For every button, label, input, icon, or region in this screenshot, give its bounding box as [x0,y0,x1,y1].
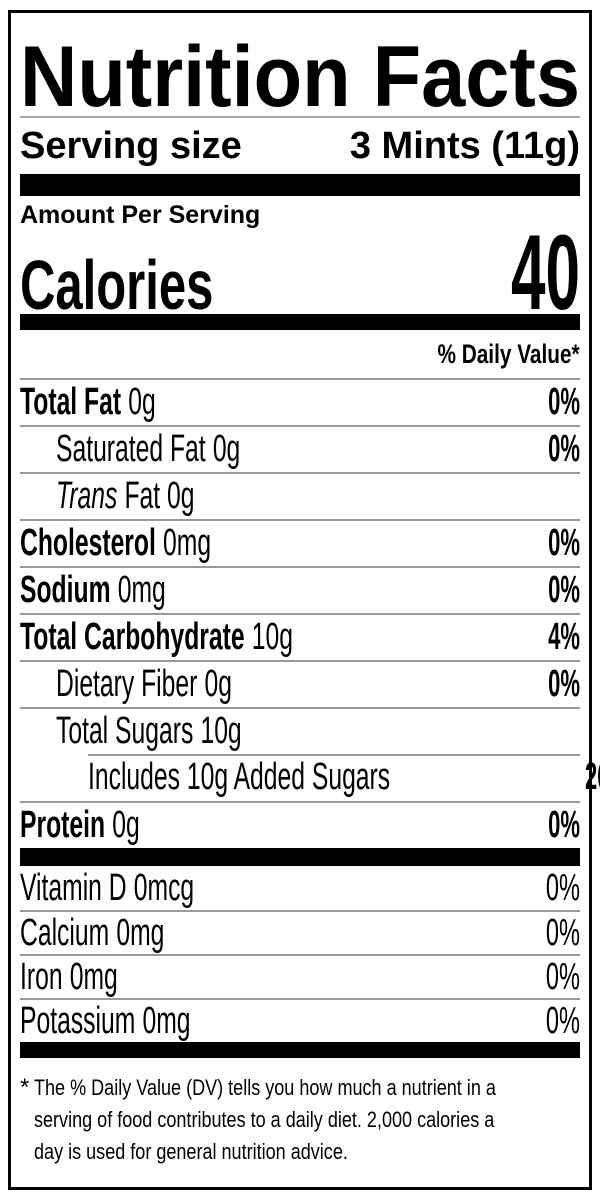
nutrient-amount: 0g [128,381,156,423]
nutrient-name-group: Dietary Fiber 0g [56,663,232,706]
vitamin-row: Vitamin D 0mcg 0% [20,866,580,910]
nutrient-name-group: Total Carbohydrate 10g [20,616,293,659]
nutrient-row: Sodium 0mg 0% [20,566,580,613]
thick-bar-footnote [20,1042,580,1058]
daily-value-header-row: % Daily Value* [20,330,580,378]
footnote-line: serving of food contributes to a daily d… [34,1107,495,1132]
nutrient-name-group: Sodium 0mg [20,569,166,612]
label-title: Nutrition Facts [20,13,580,116]
nutrient-daily-value: 4% [548,616,580,658]
nutrient-row: Saturated Fat 0g 0% [20,425,580,472]
thick-bar-vitamins [20,848,580,866]
nutrient-row: Trans Fat 0g [20,472,580,519]
nutrient-daily-value: 0% [548,804,580,846]
serving-size-label: Serving size [20,124,242,167]
footnote-text: The % Daily Value (DV) tells you how muc… [34,1072,496,1168]
daily-value-header: % Daily Value* [437,338,580,369]
vitamin-name-group: Calcium 0mg [20,912,164,955]
vitamin-name-group: Vitamin D 0mcg [20,867,194,910]
nutrient-daily-value: 0% [548,663,580,705]
serving-size-value: 3 Mints (11g) [349,124,580,167]
vitamin-daily-value: 0% [545,955,580,998]
nutrient-name-group: Includes 10g Added Sugars [88,756,390,799]
nutrient-daily-value: 20% [584,756,600,798]
nutrient-daily-value: 0% [548,381,580,423]
vitamin-daily-value: 0% [545,866,580,909]
vitamin-name: Iron [20,955,63,998]
vitamin-name: Calcium [20,911,110,954]
nutrient-name: Protein [20,804,106,846]
nutrient-name: Saturated Fat [56,428,206,470]
nutrient-row: Total Carbohydrate 10g 4% [20,613,580,660]
nutrient-name-group: Cholesterol 0mg [20,522,211,565]
nutrient-name: Dietary Fiber [56,663,198,705]
vitamin-name-group: Potassium 0mg [20,1000,191,1043]
vitamin-name: Vitamin D [20,866,127,909]
nutrient-amount: Fat 0g [124,475,195,517]
nutrient-name-group: Protein 0g [20,804,140,847]
vitamin-name: Potassium [20,999,136,1042]
nutrient-daily-value: 0% [548,522,580,564]
footnote-line: day is used for general nutrition advice… [34,1139,348,1164]
nutrient-name: Total Fat [20,381,122,423]
nutrient-name-group: Total Sugars 10g [56,710,242,753]
footnote: * The % Daily Value (DV) tells you how m… [20,1058,580,1168]
footnote-asterisk: * [20,1074,30,1101]
nutrient-amount: 0mg [117,569,166,611]
thick-bar-top [20,174,580,196]
nutrient-amount: 10g [251,616,293,658]
vitamin-row: Calcium 0mg 0% [20,910,580,954]
thick-bar-calories [20,314,580,330]
nutrient-daily-value: 0% [548,428,580,470]
nutrient-name-group: Saturated Fat 0g [56,428,240,471]
nutrient-amount: 0g [212,428,241,470]
nutrient-amount: 10g [200,710,242,752]
calories-value: 40 [510,212,580,332]
nutrient-name: Cholesterol [20,522,156,564]
vitamin-amount: 0mcg [133,866,195,909]
vitamin-daily-value: 0% [545,999,580,1042]
calories-label: Calories [20,246,214,324]
calories-row: Calories 40 [20,212,580,332]
nutrient-amount: 0mg [163,522,212,564]
nutrient-row: Dietary Fiber 0g 0% [20,660,580,707]
title-divider [20,116,580,118]
nutrient-row: Total Sugars 10g [20,707,580,754]
nutrient-rows: Total Fat 0g 0% Saturated Fat 0g 0% Tran… [20,378,600,848]
nutrient-row: Cholesterol 0mg 0% [20,519,580,566]
nutrient-amount: 0g [112,804,140,846]
nutrient-name: Total Carbohydrate [20,616,245,658]
amount-per-serving-label: Amount Per Serving [20,201,261,229]
nutrient-name: Sodium [20,569,111,611]
nutrient-row: Total Fat 0g 0% [20,378,580,425]
vitamin-amount: 0mg [69,955,118,998]
label-title-text: Nutrition Facts [20,29,580,116]
footnote-line: The % Daily Value (DV) tells you how muc… [34,1075,496,1100]
vitamin-rows: Vitamin D 0mcg 0% Calcium 0mg 0% Iron 0m… [20,866,580,1042]
nutrient-name-group: Total Fat 0g [20,381,156,424]
nutrient-row: Protein 0g 0% [20,801,580,848]
vitamin-daily-value: 0% [545,911,580,954]
nutrient-name-group: Trans Fat 0g [56,475,194,518]
vitamin-amount: 0mg [142,999,191,1042]
nutrition-facts-label: Nutrition Facts Serving size 3 Mints (11… [8,10,600,1190]
serving-size-row: Serving size 3 Mints (11g) [20,118,580,174]
nutrient-amount: 0g [204,663,233,705]
label-title-svg: Nutrition Facts [20,29,580,116]
nutrient-daily-value: 0% [548,569,580,611]
vitamin-row: Potassium 0mg 0% [20,998,580,1042]
nutrient-name: Trans [56,475,118,517]
nutrient-row: Includes 10g Added Sugars 20% [20,754,600,801]
vitamin-row: Iron 0mg 0% [20,954,580,998]
vitamin-amount: 0mg [116,911,165,954]
vitamin-name-group: Iron 0mg [20,956,118,999]
nutrient-name: Includes 10g Added Sugars [88,756,391,798]
nutrient-name: Total Sugars [56,710,194,752]
